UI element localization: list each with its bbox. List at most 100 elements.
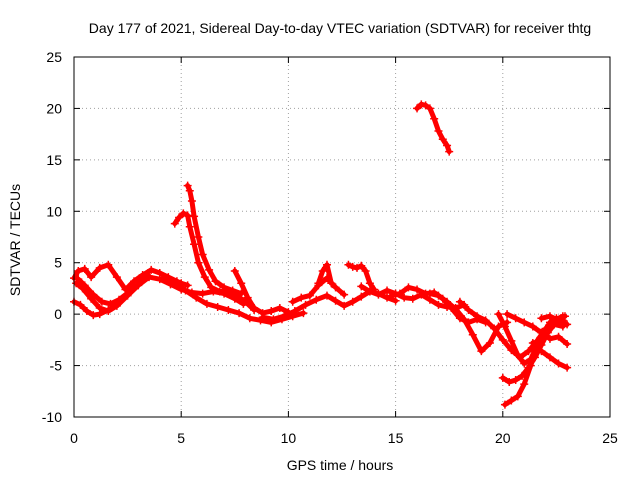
x-tick-label: 10 [281,430,297,446]
data-point-marker [80,264,89,273]
x-tick-label: 15 [388,430,404,446]
y-tick-label: -10 [42,409,62,425]
data-point-marker [357,282,366,291]
data-point-marker [147,265,156,274]
data-point-marker [299,309,308,318]
data-point-marker [250,303,259,312]
data-point-marker [297,293,306,302]
data-point-marker [513,392,522,401]
data-point-marker [95,310,104,319]
data-point-marker [106,299,115,308]
data-point-marker [520,318,529,327]
data-point-marker [357,292,366,301]
data-point-marker [498,335,507,344]
data-point-marker [554,316,563,325]
y-tick-label: 5 [54,255,62,271]
data-point-marker [112,273,121,282]
data-point-marker [545,312,554,321]
data-point-marker [194,258,203,267]
grid-layer [74,57,610,417]
data-point-marker [207,283,216,292]
y-tick-label: 25 [46,49,62,65]
data-point-marker [374,290,383,299]
data-point-marker [318,266,327,275]
data-point-marker [443,141,452,150]
data-point-marker [537,314,546,323]
data-point-marker [181,286,190,295]
data-point-marker [490,324,499,333]
data-point-marker [520,380,529,389]
data-point-marker [192,293,201,302]
data-point-marker [451,305,460,313]
data-point-marker [327,279,336,288]
data-point-marker [365,287,374,296]
series-arc-23 [537,312,572,329]
x-axis-label: GPS time / hours [287,457,394,473]
data-point-marker [507,336,516,345]
data-point-marker [425,289,434,298]
x-tick-label: 20 [495,430,511,446]
series-arc-11 [314,260,336,288]
series-arc-6 [183,181,246,298]
data-point-marker [104,260,113,269]
data-point-marker [280,312,289,321]
data-point-marker [560,312,569,321]
data-point-marker [269,315,278,324]
data-point-marker [322,260,331,269]
data-point-marker [545,334,554,343]
series-arc-12 [344,260,379,294]
data-point-marker [340,290,349,299]
data-point-marker [331,296,340,305]
data-point-marker [202,299,211,308]
y-tick-label: -5 [50,358,63,374]
data-point-marker [74,275,83,284]
data-point-marker [243,293,252,302]
data-point-marker [383,293,392,302]
data-point-marker [290,307,299,316]
data-point-marker [89,290,98,299]
data-point-marker [417,100,426,109]
data-point-marker [563,339,572,348]
series-arc-4 [74,275,143,308]
data-point-marker [498,373,507,382]
data-point-marker [500,322,509,331]
data-point-marker [160,273,169,282]
data-point-marker [400,293,409,302]
data-point-marker [245,314,254,323]
data-point-marker [87,294,96,303]
data-point-marker [155,275,164,284]
data-point-marker [72,279,81,288]
data-point-marker [563,320,572,329]
data-point-marker [507,396,516,405]
data-point-marker [477,347,486,356]
data-point-marker [528,322,537,331]
series-track [414,101,452,155]
data-point-marker [500,400,509,409]
data-point-marker [460,315,469,324]
data-point-marker [213,302,222,311]
y-tick-label: 15 [46,152,62,168]
data-point-marker [134,280,143,289]
data-point-marker [421,101,430,110]
data-point-marker [413,285,422,294]
y-axis-label: SDTVAR / TECUs [7,184,23,296]
data-point-marker [348,297,357,306]
data-point-marker [485,338,494,347]
data-point-marker [408,294,417,303]
series-track [538,313,570,327]
data-point-marker [365,279,374,288]
x-tick-label: 25 [602,430,618,446]
data-point-marker [179,209,188,218]
data-point-marker [198,289,207,298]
data-point-marker [528,338,537,347]
data-point-marker [312,295,321,304]
data-point-marker [205,265,214,274]
data-point-marker [170,219,179,228]
data-point-marker [235,309,244,318]
data-point-marker [76,300,85,309]
data-point-marker [537,347,546,356]
data-point-marker [74,266,83,275]
data-point-marker [301,300,310,309]
data-point-marker [511,375,520,384]
chart-title: Day 177 of 2021, Sidereal Day-to-day VTE… [89,20,591,36]
